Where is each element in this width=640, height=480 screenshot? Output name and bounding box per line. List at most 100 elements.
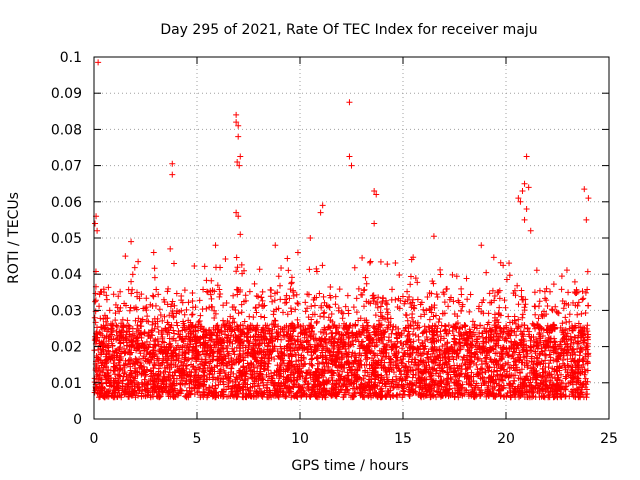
data-point [410,338,417,345]
data-point [169,392,176,399]
data-point [558,273,565,280]
data-point [92,298,99,305]
data-point [467,381,474,388]
data-point [392,296,399,303]
data-point [436,316,443,323]
data-point [208,277,215,284]
data-point [396,272,403,279]
data-point [275,323,282,330]
data-point [116,308,123,315]
data-point [288,308,295,315]
data-point [151,274,158,281]
data-point [367,258,374,265]
data-point [126,307,133,314]
data-point [313,268,320,275]
data-point [191,391,198,398]
data-point [302,299,309,306]
data-point [258,294,265,301]
data-point [284,255,291,262]
data-point [563,383,570,390]
data-point [220,381,227,388]
data-point [268,287,275,294]
data-point [253,292,260,299]
data-point [449,271,456,278]
data-point [387,315,394,322]
data-point [240,377,247,384]
data-point [375,294,382,301]
data-point [584,268,591,275]
data-point [571,278,578,285]
data-point [370,297,377,304]
data-point [399,394,406,401]
data-point [363,280,370,287]
data-point [574,345,581,352]
data-point [362,274,369,281]
data-point [103,296,110,303]
data-point [225,352,232,359]
data-point [477,322,484,329]
data-point [397,297,404,304]
data-point [319,262,326,269]
data-point [252,305,259,312]
data-point [292,306,299,313]
data-point [404,337,411,344]
data-point [533,267,540,274]
data-point [122,357,129,364]
data-point [246,313,253,320]
data-point [152,302,159,309]
data-point [547,288,554,295]
data-point [505,313,512,320]
data-point [414,319,421,326]
grid-lines [94,57,609,419]
data-point [143,295,150,302]
data-point [483,359,490,366]
data-point [348,353,355,360]
data-point [497,259,504,266]
data-point [189,289,196,296]
data-point [124,317,131,324]
data-point [535,315,542,322]
data-point [314,360,321,367]
data-point [265,367,272,374]
data-point [384,261,391,268]
data-point [232,306,239,313]
data-point [150,293,157,300]
data-point [255,293,262,300]
data-point [371,343,378,350]
data-point [535,303,542,310]
data-point [238,309,245,316]
data-point [127,304,134,311]
data-point [407,273,414,280]
data-point [168,322,175,329]
data-point [216,293,223,300]
data-point [230,370,237,377]
data-point [544,302,551,309]
data-point [320,293,327,300]
data-point [469,337,476,344]
data-point [496,304,503,311]
data-point [578,310,585,317]
data-point [384,301,391,308]
data-point [407,281,414,288]
data-point [374,304,381,311]
data-point [541,288,548,295]
data-point [131,264,138,271]
data-point [490,254,497,261]
data-point [402,341,409,348]
data-point [234,264,241,271]
data-point [496,295,503,302]
data-point [217,264,224,271]
data-point [106,307,113,314]
data-point [513,332,520,339]
data-point [220,317,227,324]
data-point [253,309,260,316]
data-point [503,276,510,283]
data-point [453,273,460,280]
data-point [463,356,470,363]
data-point [332,301,339,308]
data-point [271,317,278,324]
data-point [313,319,320,326]
data-point [169,298,176,305]
data-point [125,286,132,293]
data-point [446,363,453,370]
